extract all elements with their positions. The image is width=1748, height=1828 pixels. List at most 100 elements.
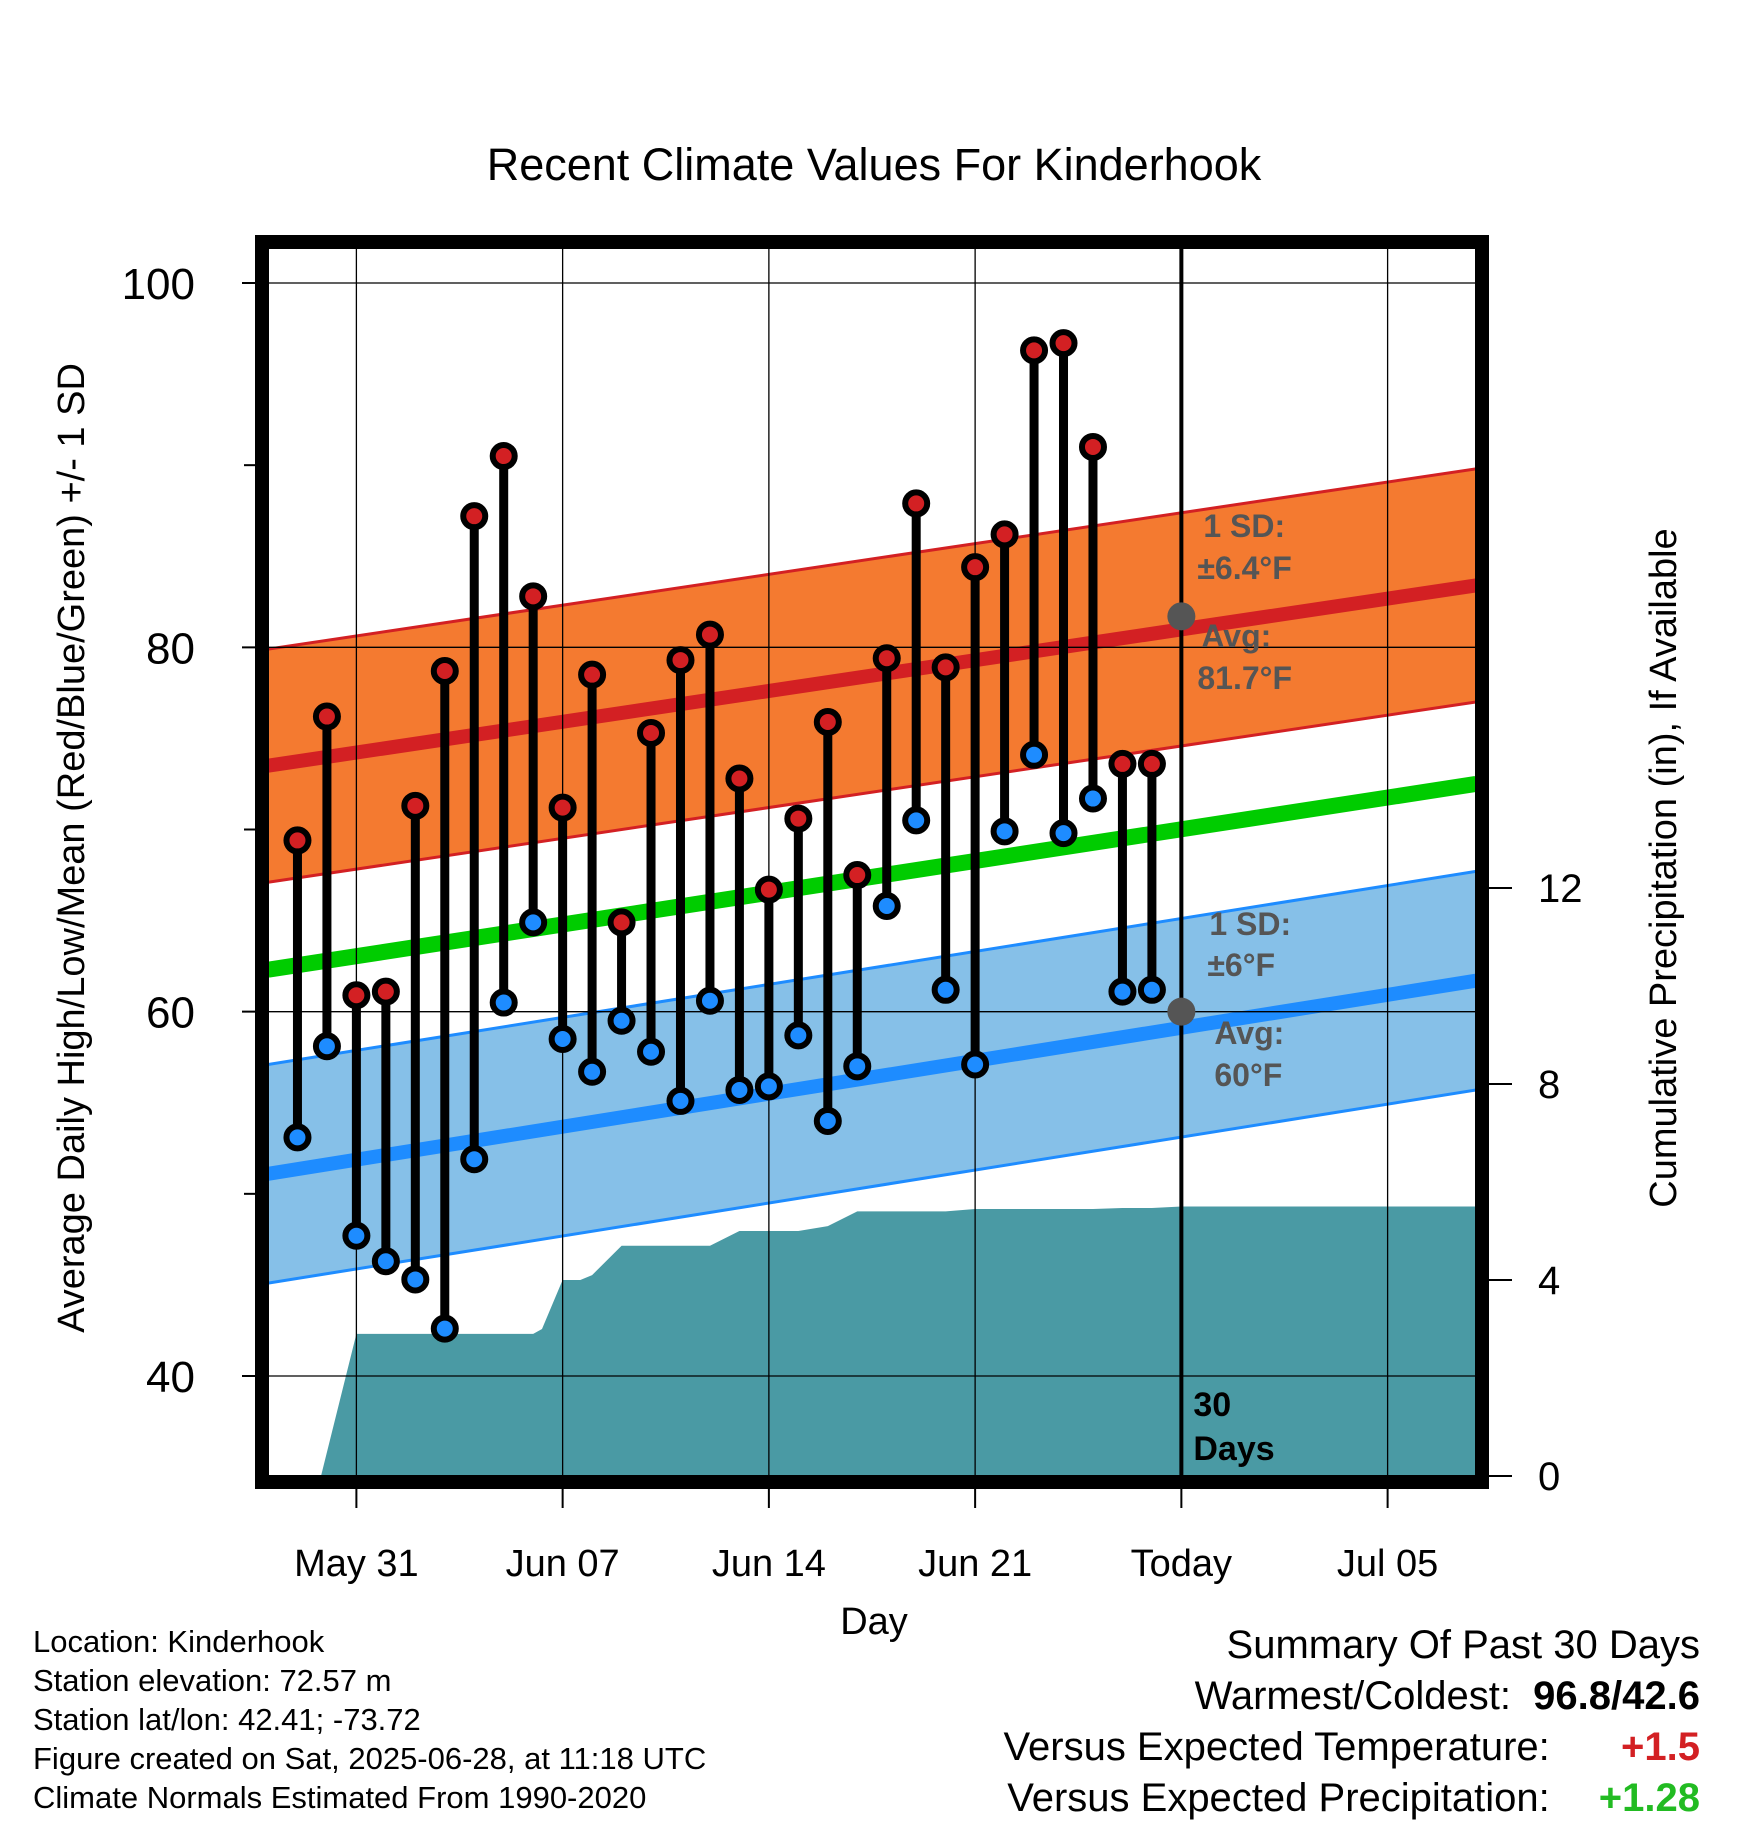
- high-point: [695, 620, 724, 649]
- low-point: [1049, 819, 1078, 848]
- y2-tick-label: 12: [1538, 867, 1583, 911]
- high-point: [1108, 749, 1137, 778]
- low-avg-label: Avg:: [1214, 1015, 1284, 1051]
- low-point: [283, 1123, 312, 1152]
- y-tick-label: 40: [146, 1353, 195, 1402]
- low-point: [725, 1075, 754, 1104]
- high-point: [401, 791, 430, 820]
- location-text: Location: Kinderhook: [33, 1624, 325, 1659]
- created-text: Figure created on Sat, 2025-06-28, at 11…: [33, 1741, 707, 1776]
- high-point: [902, 489, 931, 518]
- high-point: [637, 718, 666, 747]
- high-point: [607, 908, 636, 937]
- latlon-text: Station lat/lon: 42.41; -73.72: [33, 1702, 421, 1737]
- normal-low-line: [268, 973, 1476, 1181]
- y2-axis-label: Cumulative Precipitation (in), If Availa…: [1643, 528, 1685, 1207]
- high-point: [1049, 329, 1078, 358]
- y-tick-label: 100: [122, 260, 195, 309]
- x-axis-label: Day: [840, 1601, 908, 1643]
- warm-cold-value: 96.8/42.6: [1533, 1674, 1700, 1718]
- low-point: [961, 1050, 990, 1079]
- high-sd-band-upper-edge: [268, 467, 1476, 651]
- low-point: [990, 817, 1019, 846]
- y-axis-label: Average Daily High/Low/Mean (Red/Blue/Gr…: [51, 363, 93, 1333]
- x-tick-label: Today: [1131, 1543, 1232, 1585]
- high-point: [725, 764, 754, 793]
- y-tick-label: 60: [146, 989, 195, 1038]
- high-point: [931, 653, 960, 682]
- high-avg-value: 81.7°F: [1197, 660, 1292, 696]
- chart-title: Recent Climate Values For Kinderhook: [487, 139, 1262, 190]
- today-low-avg-marker: [1167, 997, 1196, 1026]
- y2-tick-label: 8: [1538, 1063, 1560, 1107]
- low-sd-value: ±6°F: [1207, 947, 1275, 983]
- high-point: [548, 793, 577, 822]
- x-tick-label: Jun 07: [506, 1543, 620, 1585]
- high-point: [784, 804, 813, 833]
- low-point: [430, 1314, 459, 1343]
- low-point: [843, 1052, 872, 1081]
- low-point: [1137, 975, 1166, 1004]
- x-tick-label: May 31: [294, 1543, 419, 1585]
- low-point: [1108, 977, 1137, 1006]
- high-point: [1020, 336, 1049, 365]
- precip-departure-value: +1.28: [1598, 1776, 1700, 1820]
- low-point: [754, 1072, 783, 1101]
- high-avg-label: Avg:: [1201, 618, 1271, 654]
- low-sd-band-lower-edge: [268, 1088, 1476, 1285]
- days-count-label: 30: [1193, 1386, 1231, 1424]
- high-point: [460, 502, 489, 531]
- summary-title: Summary Of Past 30 Days: [1226, 1623, 1700, 1667]
- high-point: [754, 875, 783, 904]
- low-sd-label: 1 SD:: [1209, 906, 1291, 942]
- low-avg-value: 60°F: [1214, 1057, 1282, 1093]
- high-point: [519, 582, 548, 611]
- low-point: [342, 1221, 371, 1250]
- high-point: [371, 977, 400, 1006]
- normal-high-line: [268, 578, 1476, 773]
- y2-tick-label: 4: [1538, 1259, 1560, 1303]
- high-sd-value: ±6.4°F: [1197, 550, 1291, 586]
- high-sd-band-lower-edge: [268, 700, 1476, 884]
- x-tick-label: Jun 14: [712, 1543, 826, 1585]
- low-point: [371, 1247, 400, 1276]
- summary-panel: Summary Of Past 30 Days Warmest/Coldest:…: [1004, 1620, 1700, 1824]
- normal-mean-line: [268, 776, 1476, 978]
- high-point: [872, 644, 901, 673]
- low-point: [872, 892, 901, 921]
- low-point: [312, 1032, 341, 1061]
- low-point: [637, 1037, 666, 1066]
- low-point: [460, 1145, 489, 1174]
- high-point: [1137, 749, 1166, 778]
- high-point: [666, 646, 695, 675]
- x-tick-label: Jul 05: [1337, 1543, 1438, 1585]
- low-point: [695, 986, 724, 1015]
- low-point: [489, 988, 518, 1017]
- precip-departure-label: Versus Expected Precipitation:: [1007, 1776, 1550, 1820]
- temp-departure-label: Versus Expected Temperature:: [1003, 1725, 1550, 1769]
- high-point: [578, 660, 607, 689]
- high-point: [489, 442, 518, 471]
- high-point: [961, 553, 990, 582]
- low-point: [1078, 784, 1107, 813]
- low-sd-band-upper-edge: [268, 869, 1476, 1066]
- x-tick-label: Jun 21: [918, 1543, 1032, 1585]
- high-point: [813, 708, 842, 737]
- low-point: [902, 806, 931, 835]
- warm-cold-label: Warmest/Coldest:: [1194, 1674, 1511, 1718]
- low-point: [401, 1265, 430, 1294]
- high-point: [1078, 432, 1107, 461]
- high-sd-label: 1 SD:: [1203, 508, 1285, 544]
- y2-tick-label: 0: [1538, 1455, 1560, 1499]
- precip-area: [321, 1206, 1476, 1476]
- plot-frame: [255, 235, 1489, 1489]
- high-point: [283, 826, 312, 855]
- station-info: Location: Kinderhook Station elevation: …: [33, 1622, 706, 1817]
- low-point: [813, 1106, 842, 1135]
- low-point: [931, 975, 960, 1004]
- normals-text: Climate Normals Estimated From 1990-2020: [33, 1780, 647, 1815]
- low-point: [607, 1006, 636, 1035]
- temp-departure-value: +1.5: [1621, 1725, 1700, 1769]
- today-high-avg-marker: [1167, 602, 1196, 631]
